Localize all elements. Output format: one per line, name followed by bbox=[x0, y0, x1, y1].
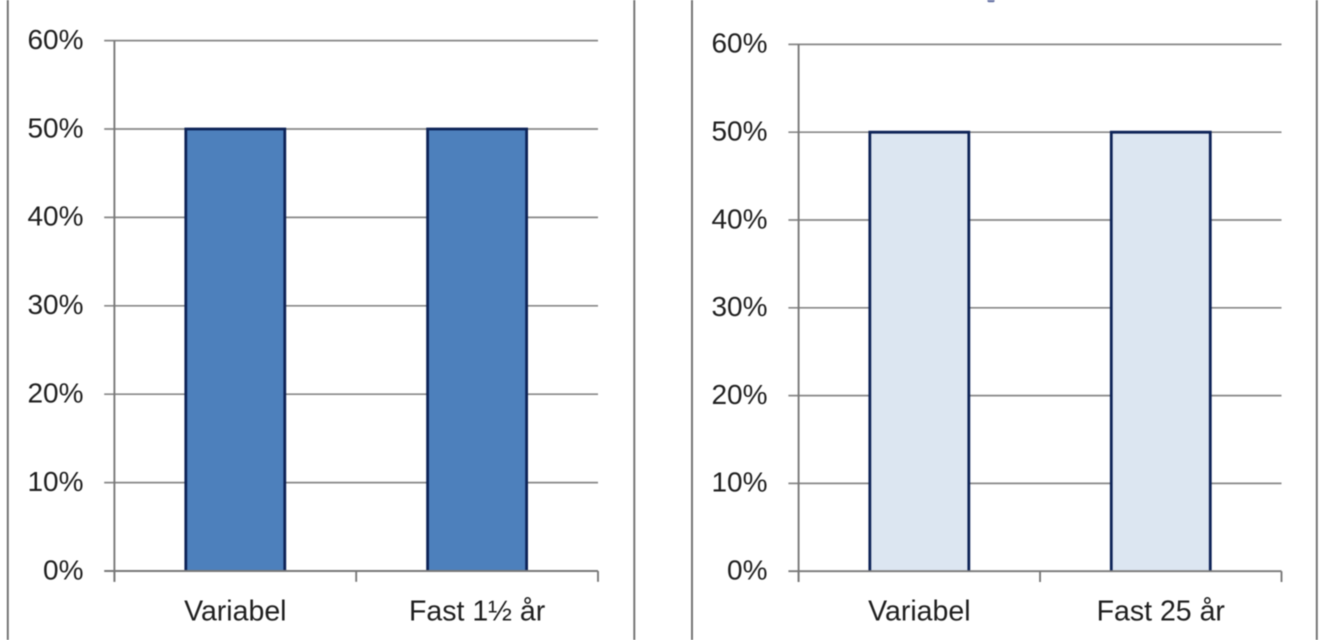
y-tick-label-40: 40% bbox=[711, 203, 767, 234]
bar-variabel-outline bbox=[184, 127, 287, 571]
y-tick-label-40: 40% bbox=[27, 201, 83, 232]
y-tick-label-30: 30% bbox=[27, 289, 83, 320]
y-tick-label-0: 0% bbox=[43, 554, 83, 585]
x-category-label-0: Variabel bbox=[868, 596, 970, 628]
y-tick-label-20: 20% bbox=[27, 378, 83, 409]
y-tick-label-20: 20% bbox=[711, 379, 767, 410]
left-chart-panel: 0% 10% 20% 30% 40% 50% 60% Variabel Fast 1½ år bbox=[6, 0, 636, 640]
bar-variabel-outline bbox=[868, 130, 971, 572]
x-category-label-1: Fast 25 år bbox=[1097, 596, 1226, 628]
y-tick-label-60: 60% bbox=[711, 28, 767, 59]
y-tick-label-0: 0% bbox=[727, 555, 767, 586]
bar-fast-25-r bbox=[1111, 132, 1211, 572]
x-category-label-1: Fast 1½ år bbox=[409, 596, 546, 628]
y-tick-label-50: 50% bbox=[711, 116, 767, 147]
bar-variabel bbox=[869, 132, 969, 572]
bar-fast-1-r bbox=[427, 129, 527, 571]
y-tick-label-30: 30% bbox=[711, 291, 767, 322]
right-chart-frame bbox=[691, 0, 1318, 640]
bar-fast-1-r-outline bbox=[426, 127, 528, 571]
bar-fast-25-r-outline bbox=[1109, 130, 1212, 572]
y-tick-label-10: 10% bbox=[711, 467, 767, 498]
right-chart-panel: 0% 10% 20% 30% 40% 50% 60% Variabel Fast 25 år bbox=[691, 0, 1318, 640]
bar-variabel bbox=[185, 129, 285, 571]
cutoff-title-fragment bbox=[987, 0, 995, 3]
y-tick-label-60: 60% bbox=[27, 24, 83, 55]
left-chart-frame bbox=[6, 0, 636, 640]
x-category-label-0: Variabel bbox=[184, 596, 286, 628]
y-tick-label-10: 10% bbox=[27, 466, 83, 497]
y-tick-label-50: 50% bbox=[27, 112, 83, 143]
